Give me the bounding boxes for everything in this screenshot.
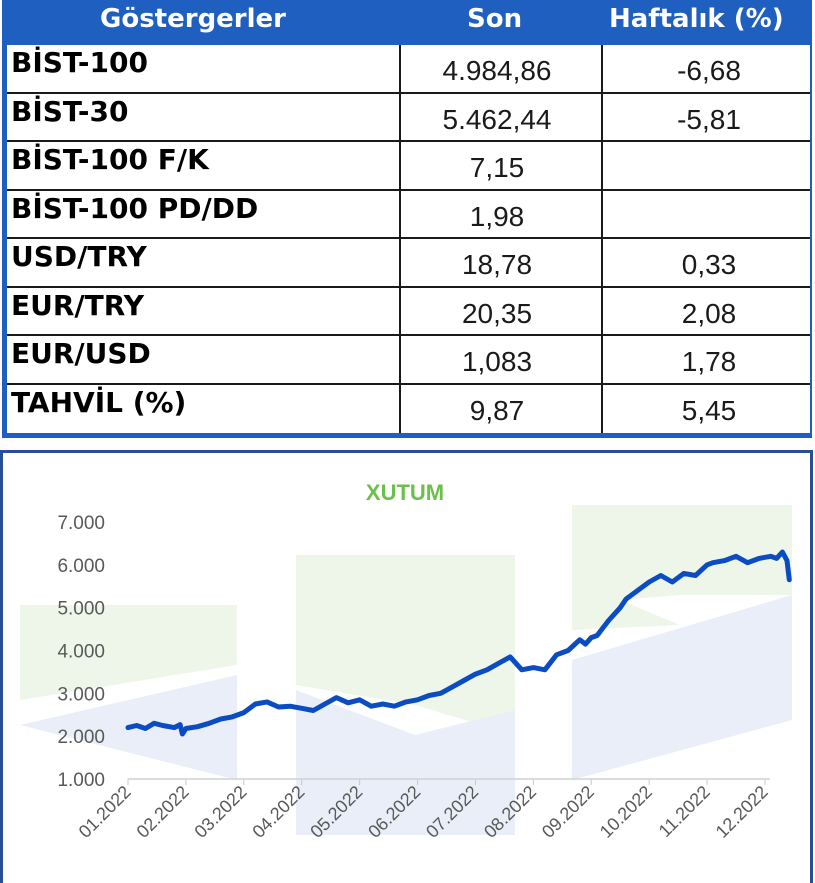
column-divider xyxy=(601,287,603,334)
cell-weekly: 0,33 xyxy=(681,249,737,280)
indicators-table: Göstergerler Son Haftalık (%) BİST-100 4.… xyxy=(2,0,812,438)
cell-son: 7,15 xyxy=(469,152,525,183)
cell-name: BİST-100 F/K xyxy=(11,143,209,176)
cell-name: TAHVİL (%) xyxy=(11,385,187,419)
cell-name: EUR/USD xyxy=(11,337,151,370)
cell-name: BİST-30 xyxy=(11,94,129,128)
cell-son: 1,083 xyxy=(461,346,533,377)
cell-name: BİST-100 xyxy=(11,46,148,79)
table-header: Göstergerler Son Haftalık (%) xyxy=(2,0,812,45)
column-divider xyxy=(399,239,401,286)
y-tick-label: 4.000 xyxy=(57,642,105,663)
cell-son: 5.462,44 xyxy=(442,103,552,135)
cell-weekly: -5,81 xyxy=(677,103,741,135)
column-divider xyxy=(601,45,603,92)
column-divider xyxy=(399,384,401,433)
x-tick-label: 12.2022 xyxy=(712,782,772,842)
x-tick-label: 03.2022 xyxy=(190,782,250,842)
cell-name: BİST-100 PD/DD xyxy=(11,191,259,225)
x-tick-label: 11.2022 xyxy=(655,782,714,841)
table-row: BİST-100 F/K 7,15 xyxy=(7,142,810,191)
y-axis: 1.000 2.000 3.000 4.000 5.000 6.000 7.000 xyxy=(57,513,105,791)
column-divider xyxy=(399,190,401,237)
cell-name: EUR/TRY xyxy=(11,288,145,322)
column-divider xyxy=(399,142,401,189)
cell-son: 18,78 xyxy=(461,249,533,280)
table-body: BİST-100 4.984,86 -6,68 BİST-30 5.462,44 -5,8… xyxy=(7,45,810,433)
table-row: USD/TRY 18,78 0,33 xyxy=(7,239,810,288)
cell-weekly: -6,68 xyxy=(677,55,741,86)
column-divider xyxy=(601,190,603,237)
cell-son: 20,35 xyxy=(461,297,533,329)
cell-weekly: 5,45 xyxy=(681,394,737,426)
column-divider xyxy=(601,142,603,189)
y-tick-label: 1.000 xyxy=(57,770,105,791)
y-tick-label: 5.000 xyxy=(57,599,105,620)
column-divider xyxy=(399,45,401,92)
y-tick-label: 6.000 xyxy=(57,556,105,577)
cell-son: 9,87 xyxy=(469,394,525,426)
table-row: EUR/TRY 20,35 2,08 xyxy=(7,287,810,336)
xutum-line xyxy=(125,549,792,737)
y-tick-label: 7.000 xyxy=(57,513,105,534)
cell-weekly: 2,08 xyxy=(681,297,737,329)
column-divider xyxy=(399,93,401,140)
table-row: BİST-100 4.984,86 -6,68 xyxy=(7,45,810,94)
column-divider xyxy=(399,287,401,334)
header-son: Son xyxy=(467,4,523,34)
y-tick-label: 3.000 xyxy=(57,684,105,705)
table-row: EUR/USD 1,083 1,78 xyxy=(7,336,810,385)
cell-weekly: 1,78 xyxy=(681,346,737,377)
xutum-chart: XUTUM 1.000 2.000 3.000 4.000 5.000 6.000 7.00… xyxy=(20,480,792,842)
x-tick-label: 09.2022 xyxy=(538,782,598,842)
column-divider xyxy=(399,336,401,383)
cell-name: USD/TRY xyxy=(11,240,147,273)
cell-son: 1,98 xyxy=(469,200,525,232)
y-tick-label: 2.000 xyxy=(57,727,105,748)
column-divider xyxy=(601,384,603,433)
watermark-shape xyxy=(572,595,792,780)
x-tick-label: 10.2022 xyxy=(596,782,656,842)
watermark-shape xyxy=(296,555,515,735)
table-row: BİST-30 5.462,44 -5,81 xyxy=(7,93,810,142)
column-divider xyxy=(601,239,603,286)
column-divider xyxy=(601,93,603,140)
chart-title: XUTUM xyxy=(366,480,444,505)
header-weekly: Haftalık (%) xyxy=(609,4,784,34)
watermark-shape xyxy=(296,690,515,835)
table-row: TAHVİL (%) 9,87 5,45 xyxy=(7,384,810,433)
x-tick-label: 02.2022 xyxy=(133,782,193,842)
table-row: BİST-100 PD/DD 1,98 xyxy=(7,190,810,239)
watermark-shape xyxy=(20,605,237,700)
header-indicators: Göstergerler xyxy=(100,4,286,34)
column-divider xyxy=(601,336,603,383)
cell-son: 4.984,86 xyxy=(442,55,552,86)
